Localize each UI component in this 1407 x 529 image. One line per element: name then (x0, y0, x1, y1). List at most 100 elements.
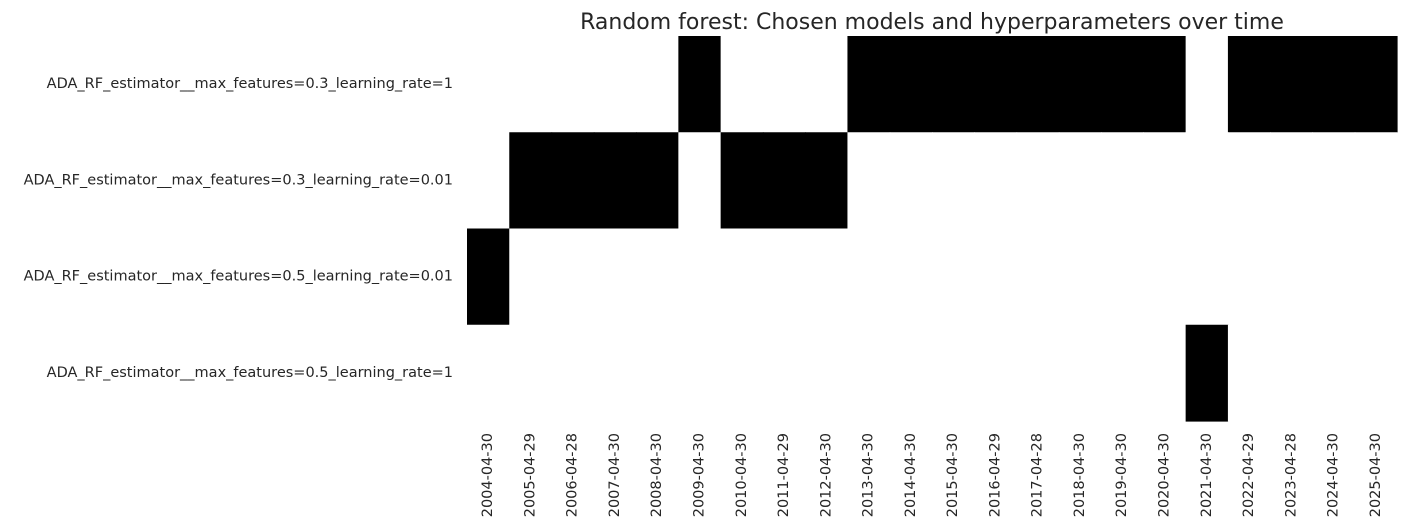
heatmap-cell (1270, 132, 1314, 230)
y-tick-label: ADA_RF_estimator__max_features=0.5_learn… (24, 269, 453, 285)
heatmap-cell (847, 36, 891, 133)
heatmap-cell (720, 324, 764, 422)
heatmap-cells (467, 36, 1398, 422)
heatmap-cell (1227, 324, 1271, 422)
heatmap-cell (974, 36, 1018, 133)
heatmap-cell (1058, 132, 1102, 230)
heatmap-cell (1270, 228, 1314, 326)
x-tick-label: 2015-04-30 (945, 433, 961, 517)
chart-title: Random forest: Chosen models and hyperpa… (580, 10, 1284, 35)
x-tick-label: 2014-04-30 (903, 433, 919, 517)
heatmap-cell (720, 36, 764, 133)
heatmap-cell (593, 36, 637, 133)
heatmap-cell (805, 324, 849, 422)
heatmap-cell (678, 36, 722, 133)
heatmap-cell (509, 36, 553, 133)
y-tick-label: ADA_RF_estimator__max_features=0.5_learn… (47, 365, 453, 381)
heatmap-cell (889, 324, 933, 422)
x-tick-label: 2008-04-30 (649, 433, 665, 517)
heatmap-cell (509, 228, 553, 326)
heatmap-cell (1354, 132, 1398, 230)
heatmap-cell (974, 228, 1018, 326)
heatmap-cell (805, 132, 849, 230)
x-tick-label: 2007-04-30 (607, 433, 623, 517)
heatmap-cell (932, 228, 975, 326)
heatmap-cell (1143, 132, 1187, 230)
heatmap-cell (720, 228, 764, 326)
x-tick-label: 2022-04-29 (1241, 433, 1257, 517)
heatmap-cell (467, 228, 510, 326)
heatmap-cell (1227, 228, 1271, 326)
heatmap-cell (678, 132, 722, 230)
x-tick-label: 2013-04-30 (861, 433, 877, 517)
heatmap-cell (636, 324, 679, 422)
heatmap-cell (1270, 36, 1314, 133)
heatmap-cell (847, 324, 891, 422)
heatmap-cell (636, 132, 679, 230)
x-tick-label: 2017-04-28 (1030, 433, 1046, 517)
heatmap-cell (1312, 132, 1356, 230)
heatmap-cell (1143, 324, 1187, 422)
y-tick-labels: ADA_RF_estimator__max_features=0.3_learn… (24, 76, 453, 381)
heatmap-cell (1354, 324, 1398, 422)
x-tick-label: 2012-04-30 (818, 433, 834, 517)
heatmap-cell (1058, 228, 1102, 326)
x-tick-label: 2020-04-30 (1157, 433, 1173, 517)
x-tick-label: 2019-04-30 (1114, 433, 1130, 517)
heatmap-cell (720, 132, 764, 230)
heatmap-cell (1227, 132, 1271, 230)
heatmap-cell (467, 132, 510, 230)
heatmap-cell (678, 228, 722, 326)
heatmap-cell (889, 36, 933, 133)
heatmap-cell (551, 132, 595, 230)
heatmap-cell (847, 228, 891, 326)
heatmap-cell (551, 36, 595, 133)
heatmap-cell (847, 132, 891, 230)
heatmap-cell (1058, 324, 1102, 422)
heatmap-cell (1185, 132, 1229, 230)
x-tick-label: 2016-04-29 (987, 433, 1003, 517)
heatmap-cell (889, 228, 933, 326)
x-tick-label: 2023-04-28 (1283, 433, 1299, 517)
heatmap-cell (805, 36, 849, 133)
heatmap-cell (509, 132, 553, 230)
heatmap-cell (974, 324, 1018, 422)
x-tick-label: 2025-04-30 (1368, 433, 1384, 517)
heatmap-cell (1312, 228, 1356, 326)
x-tick-label: 2024-04-30 (1326, 433, 1342, 517)
heatmap-cell (593, 324, 637, 422)
heatmap-cell (551, 324, 595, 422)
heatmap-cell (1312, 324, 1356, 422)
heatmap-cell (1354, 228, 1398, 326)
heatmap-cell (762, 36, 806, 133)
y-tick-label: ADA_RF_estimator__max_features=0.3_learn… (47, 76, 453, 92)
heatmap-cell (932, 132, 975, 230)
heatmap-cell (1143, 228, 1187, 326)
heatmap-cell (1058, 36, 1102, 133)
heatmap-cell (593, 132, 637, 230)
heatmap-cell (974, 132, 1018, 230)
heatmap-cell (1185, 228, 1229, 326)
heatmap-cell (932, 324, 975, 422)
heatmap-cell (1101, 132, 1144, 230)
heatmap-cell (1312, 36, 1356, 133)
heatmap-cell (467, 36, 510, 133)
heatmap-cell (636, 36, 679, 133)
heatmap-cell (1101, 228, 1144, 326)
heatmap-cell (1354, 36, 1398, 133)
heatmap-cell (593, 228, 637, 326)
heatmap-cell (551, 228, 595, 326)
x-tick-label: 2021-04-30 (1199, 433, 1215, 517)
heatmap-cell (805, 228, 849, 326)
heatmap-cell (1185, 36, 1229, 133)
heatmap-cell (1143, 36, 1187, 133)
x-tick-label: 2018-04-30 (1072, 433, 1088, 517)
x-tick-label: 2009-04-30 (692, 433, 708, 517)
heatmap-cell (889, 132, 933, 230)
heatmap-cell (762, 132, 806, 230)
heatmap-cell (467, 324, 510, 422)
heatmap-cell (678, 324, 722, 422)
heatmap-cell (1227, 36, 1271, 133)
heatmap-cell (1185, 324, 1229, 422)
